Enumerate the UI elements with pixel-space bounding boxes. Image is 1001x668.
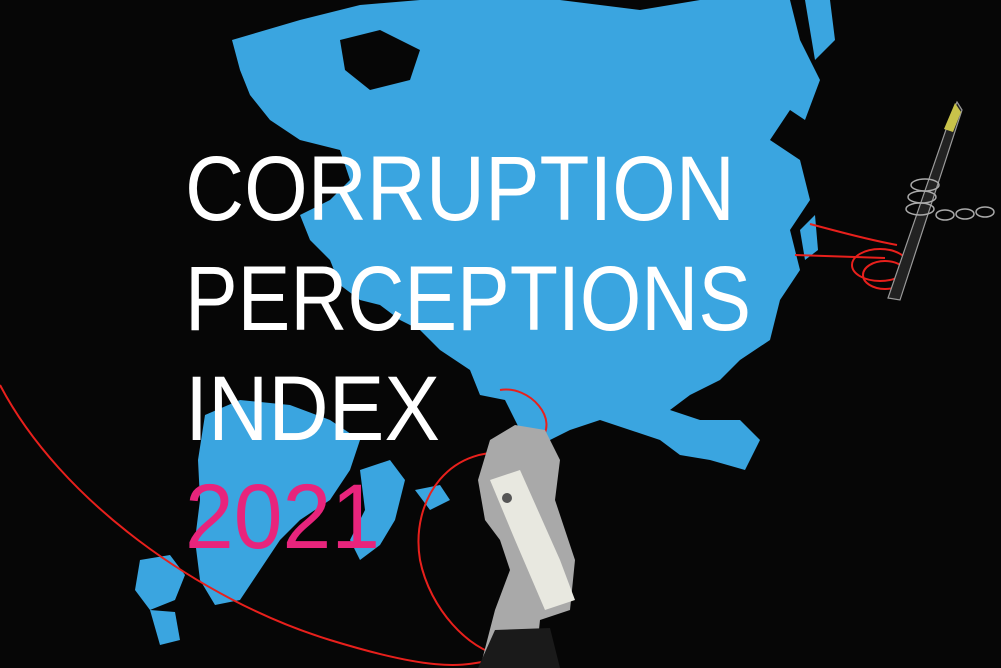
asia-landmass [232, 0, 820, 470]
title-line-2: PERCEPTIONS [185, 248, 751, 350]
island-ne [805, 0, 835, 60]
southeast-island [195, 400, 360, 605]
inland-sea [340, 30, 420, 90]
island-east [800, 215, 818, 260]
island-small [350, 460, 405, 560]
island-sw [150, 610, 180, 645]
title-line-1: CORRUPTION [185, 138, 735, 240]
chained-pen-illustration [887, 100, 995, 301]
islet [415, 485, 450, 510]
year-label: 2021 [185, 466, 380, 568]
island-west [135, 555, 185, 610]
title-line-3: INDEX [185, 358, 440, 460]
world-map-illustration [135, 0, 835, 645]
hand-with-money-illustration [478, 425, 575, 668]
